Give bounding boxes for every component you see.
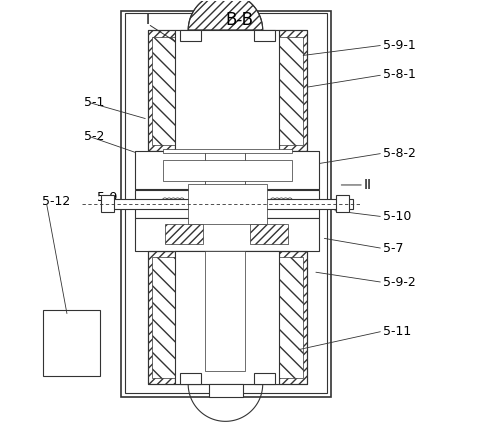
Bar	[165, 162, 203, 178]
Bar	[101, 199, 353, 209]
Bar	[279, 251, 307, 384]
Bar	[101, 196, 114, 212]
Bar	[228, 34, 277, 147]
Bar	[135, 218, 163, 251]
PathPatch shape	[188, 0, 263, 30]
Bar	[205, 251, 245, 371]
Circle shape	[171, 198, 176, 203]
Text: I: I	[146, 13, 150, 27]
Bar	[175, 30, 279, 151]
Bar	[135, 151, 163, 189]
Bar	[337, 196, 349, 212]
Bar	[148, 251, 307, 384]
Bar	[152, 37, 175, 145]
Text: 5-9-2: 5-9-2	[383, 276, 416, 289]
Bar	[135, 190, 163, 218]
Text: B-B: B-B	[225, 11, 253, 29]
Circle shape	[271, 198, 275, 203]
Text: 5-11: 5-11	[383, 325, 411, 337]
Bar	[125, 14, 326, 393]
Circle shape	[279, 198, 284, 203]
Bar	[177, 255, 226, 380]
Bar	[152, 257, 175, 378]
Circle shape	[163, 198, 167, 203]
Bar	[148, 30, 307, 151]
Bar	[148, 251, 175, 384]
Circle shape	[287, 198, 293, 203]
Text: II: II	[364, 178, 372, 192]
Text: 5-2: 5-2	[85, 130, 105, 143]
Bar	[121, 11, 331, 397]
Text: 5-8-2: 5-8-2	[383, 147, 416, 160]
Bar	[254, 30, 275, 41]
Bar	[250, 224, 288, 244]
Text: 5-12: 5-12	[42, 196, 70, 208]
Bar	[250, 162, 288, 178]
Bar	[205, 151, 245, 190]
Bar	[180, 30, 201, 41]
Bar	[135, 151, 319, 189]
Circle shape	[179, 198, 185, 203]
Text: 5-7: 5-7	[383, 242, 403, 255]
Text: 5-1: 5-1	[85, 96, 105, 109]
Bar	[175, 251, 279, 384]
Text: 5-9-1: 5-9-1	[383, 39, 416, 52]
Bar	[180, 374, 201, 384]
Bar	[163, 159, 292, 181]
Bar	[254, 374, 275, 384]
Circle shape	[166, 198, 172, 203]
Bar	[205, 151, 245, 218]
Bar	[228, 255, 277, 380]
Bar	[292, 218, 319, 251]
Text: 5-10: 5-10	[383, 210, 412, 223]
Text: 5-8-1: 5-8-1	[383, 68, 416, 81]
Bar	[209, 384, 243, 397]
Bar	[163, 149, 292, 153]
Circle shape	[175, 198, 180, 203]
Bar	[43, 310, 100, 376]
Bar	[188, 184, 267, 224]
Bar	[148, 30, 175, 151]
Circle shape	[283, 198, 288, 203]
Bar	[279, 30, 307, 151]
Circle shape	[274, 198, 280, 203]
Bar	[292, 151, 319, 189]
Bar	[292, 190, 319, 218]
Bar	[177, 34, 226, 147]
Bar	[279, 257, 303, 378]
Bar	[279, 37, 303, 145]
Text: 5-9: 5-9	[97, 191, 118, 204]
Bar	[135, 190, 319, 218]
Bar	[165, 224, 203, 244]
Bar	[135, 218, 319, 251]
